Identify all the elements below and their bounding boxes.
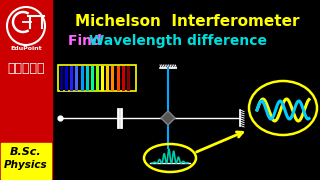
Text: Physics: Physics	[4, 160, 48, 170]
Text: EduPoint: EduPoint	[10, 46, 42, 51]
Text: Wavelength difference: Wavelength difference	[89, 34, 267, 48]
Text: B.Sc.: B.Sc.	[10, 147, 42, 157]
Text: Michelson  Interferometer: Michelson Interferometer	[75, 14, 299, 29]
Text: हिंदी: हिंदी	[7, 62, 45, 75]
Bar	[0, 0, 52, 180]
Text: Find: Find	[68, 34, 107, 48]
Polygon shape	[161, 111, 175, 125]
Bar	[1, 143, 51, 179]
Bar	[58, 65, 136, 91]
